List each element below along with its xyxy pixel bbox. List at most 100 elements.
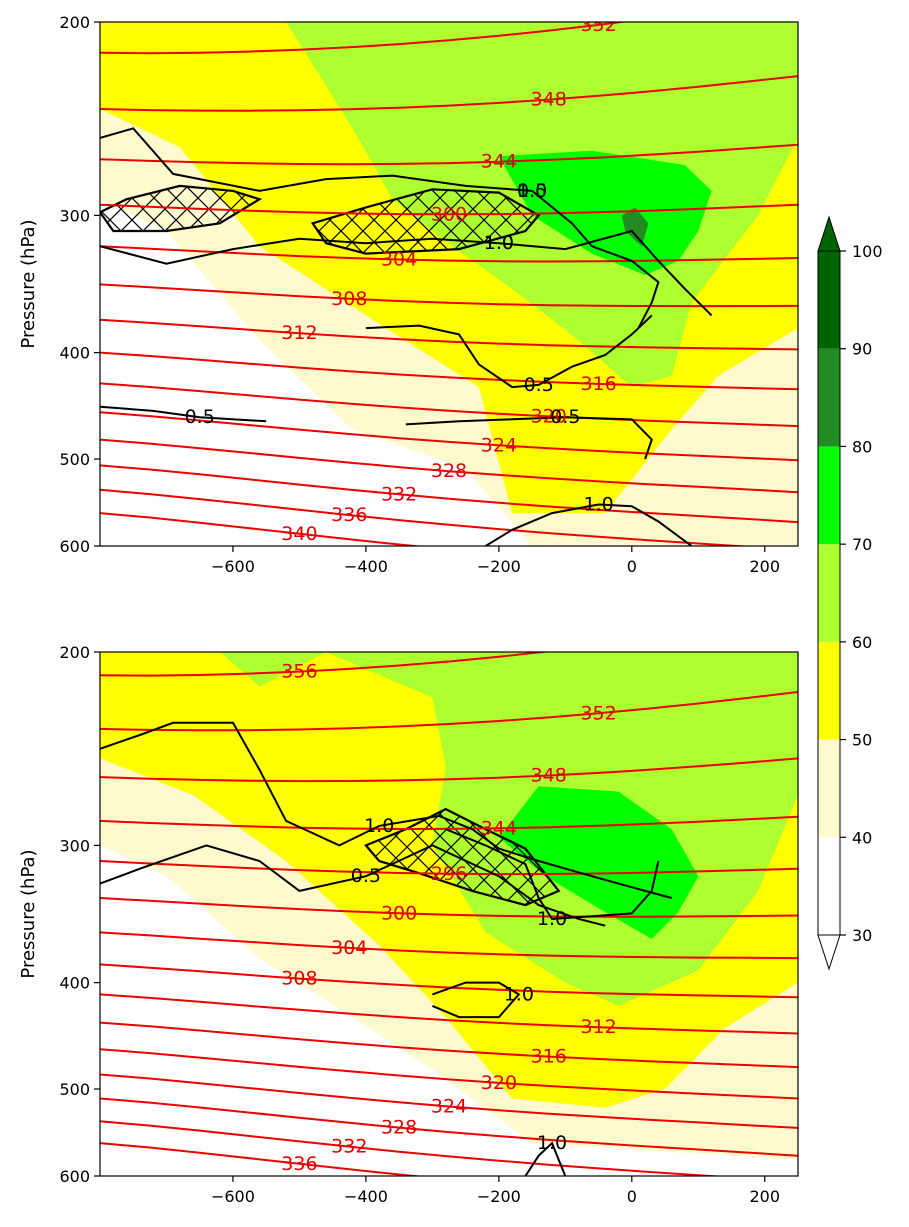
colorbar-tick-label: 100	[852, 242, 883, 261]
top-x-tick-label: −600	[211, 557, 255, 576]
top-theta-label: 324	[481, 434, 517, 456]
colorbar-tick-label: 60	[852, 633, 872, 652]
bottom-theta-line	[100, 931, 798, 960]
top-black-contour-line	[100, 127, 660, 329]
top-y-tick-label: 300	[59, 206, 90, 225]
top-theta-line	[100, 22, 629, 55]
bottom-theta-line	[100, 757, 798, 783]
bottom-theta-line	[100, 1120, 726, 1176]
top-theta-line	[100, 488, 752, 546]
bottom-theta-label: 352	[580, 702, 616, 724]
bottom-theta-line	[100, 652, 552, 677]
bottom-theta-label: 296	[431, 863, 467, 885]
bottom-contour-label: 1.0	[364, 815, 394, 837]
bottom-theta-label: 312	[580, 1016, 616, 1038]
colorbar-segment	[818, 739, 840, 838]
top-theta-line	[100, 464, 798, 524]
panel-top: 340 336 332 328 324 320 316 312 308 304 300 344 348 3…	[18, 13, 799, 576]
colorbar-frame	[817, 250, 841, 936]
top-contour-label: 1.0	[484, 232, 514, 254]
colorbar-tick-label: 30	[852, 926, 872, 945]
bottom-black-contour-line	[432, 981, 521, 1019]
top-theta-label: 328	[431, 460, 467, 482]
top-theta-label: 320	[531, 405, 567, 427]
top-theta-line	[100, 382, 798, 428]
top-black-contours	[100, 127, 713, 546]
colorbar-segment	[818, 641, 840, 740]
top-theta-line	[100, 75, 798, 112]
bottom-black-contour-line	[524, 1141, 567, 1176]
top-fill-region-80	[621, 207, 649, 247]
bottom-theta-label: 348	[531, 765, 567, 787]
top-theta-line	[100, 438, 798, 494]
colorbar-tick-label: 50	[852, 731, 872, 750]
bottom-black-contour-line	[100, 844, 606, 927]
top-y-ticks: 200 300 400 500 600	[59, 13, 100, 556]
bottom-theta-line	[100, 602, 798, 615]
colorbar-extend-min	[817, 934, 841, 971]
top-y-axis-label: Pressure (hPa)	[18, 219, 39, 348]
bottom-theta-line	[100, 993, 798, 1035]
top-black-contour-line	[485, 503, 693, 546]
bottom-theta-line	[100, 860, 798, 876]
bottom-theta-label: 320	[481, 1072, 517, 1094]
top-x-tick-label: 0	[627, 557, 637, 576]
top-filled-regions	[100, 22, 798, 546]
top-y-tick-label: 200	[59, 13, 90, 32]
top-theta-line	[100, 512, 425, 546]
top-theta-line	[100, 411, 798, 462]
bottom-theta-line	[100, 691, 798, 732]
bottom-contour-label: 0.5	[351, 865, 381, 887]
top-theta-line	[100, 143, 798, 166]
bottom-theta-line	[100, 1048, 798, 1100]
top-contour-label: 1.0	[583, 494, 613, 516]
top-y-tick-label: 500	[59, 450, 90, 469]
bottom-theta-label: 304	[331, 937, 367, 959]
bottom-y-tick-label: 500	[59, 1080, 90, 1099]
bottom-y-ticks: 200 300 400 500 600	[59, 643, 100, 1186]
bottom-y-axis-label: Pressure (hPa)	[18, 849, 39, 978]
bottom-theta-label: 300	[381, 902, 417, 924]
top-x-ticks: −600 −400 −200 0 200	[211, 546, 780, 576]
bottom-x-ticks: −600 −400 −200 0 200	[211, 1176, 780, 1206]
top-y-tick-label: 600	[59, 537, 90, 556]
top-theta-label: 336	[331, 504, 367, 526]
bottom-x-tick-label: 200	[749, 1187, 780, 1206]
top-theta-label: 316	[580, 373, 616, 395]
colorbar-segment	[818, 348, 840, 447]
top-theta-label: 308	[331, 288, 367, 310]
top-theta-line	[100, 283, 798, 308]
top-x-tick-label: 200	[749, 557, 780, 576]
bottom-hatches	[364, 807, 561, 907]
top-y-tick-label: 400	[59, 344, 90, 363]
colorbar-tick-label: 40	[852, 828, 872, 847]
bottom-y-tick-label: 600	[59, 1167, 90, 1186]
colorbar-segment	[818, 446, 840, 545]
bottom-black-contour-line	[100, 721, 672, 899]
bottom-x-tick-label: 0	[627, 1187, 637, 1206]
top-contour-label: 1.0	[517, 180, 547, 202]
top-theta-line	[100, 351, 798, 391]
top-theta-label: 304	[381, 249, 417, 271]
colorbar-tick-label: 70	[852, 535, 872, 554]
bottom-hatched-region	[364, 807, 561, 907]
top-contour-label: 0.5	[517, 180, 547, 202]
colorbar-extend-max	[817, 215, 841, 252]
top-axes-frame	[99, 21, 799, 547]
top-hatched-region	[310, 188, 541, 255]
bottom-theta-label: 344	[481, 817, 517, 839]
panel-bottom: 336 332 328 324 320 316 312 308 304 300 296 344 348 3…	[18, 602, 799, 1206]
top-black-contour-line	[405, 416, 653, 460]
bottom-theta-label: 328	[381, 1117, 417, 1139]
colorbar-tick-label: 90	[852, 340, 872, 359]
bottom-theta-label: 316	[531, 1046, 567, 1068]
top-theta-label: 344	[481, 151, 517, 173]
top-black-contour-line	[365, 314, 653, 389]
colorbar-tick-label: 80	[852, 437, 872, 456]
top-black-contour-line	[100, 405, 267, 423]
bottom-y-tick-label: 400	[59, 974, 90, 993]
top-theta-line	[100, 203, 798, 216]
bottom-theta-label: 308	[281, 968, 317, 990]
top-x-tick-label: −200	[477, 557, 521, 576]
